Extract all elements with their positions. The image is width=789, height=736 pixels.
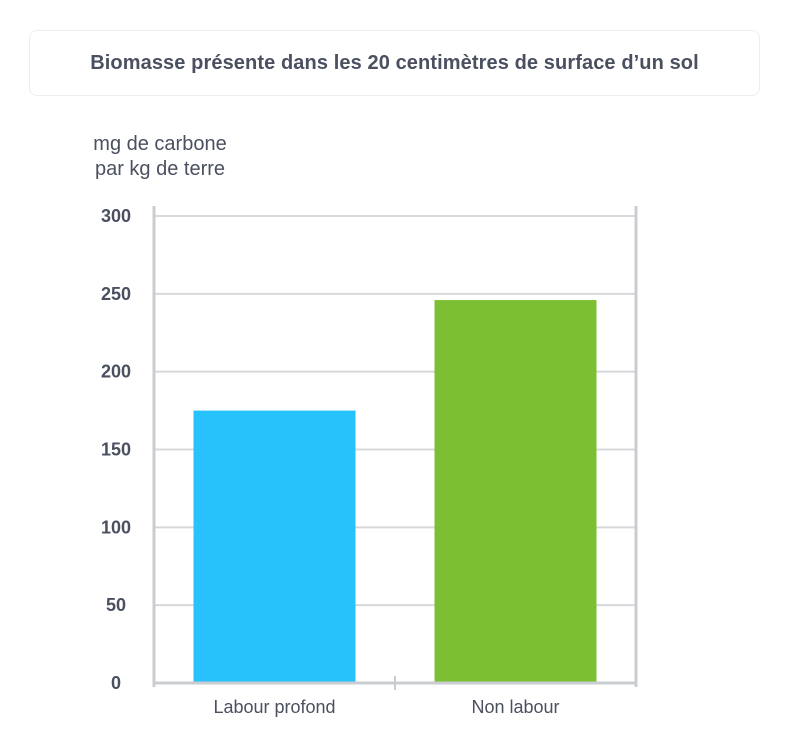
- y-tick-label-50: 50: [106, 595, 126, 615]
- axis-labels: 0 50 100 150 200 250 300 Labour profond Non labo…: [101, 206, 560, 717]
- axes: [152, 206, 638, 690]
- x-tick-label-1: Non labour: [471, 697, 559, 717]
- bar-labour-profond: [193, 410, 356, 683]
- y-tick-label-150: 150: [101, 440, 131, 460]
- bars: [193, 300, 597, 683]
- y-tick-label-300: 300: [101, 206, 131, 226]
- y-axis-label-line-1: mg de carbone: [93, 133, 227, 155]
- chart-title-box: Biomasse présente dans les 20 centimètre…: [29, 30, 760, 96]
- y-tick-label-100: 100: [101, 517, 131, 537]
- y-tick-label-200: 200: [101, 362, 131, 382]
- x-tick-label-0: Labour profond: [213, 697, 335, 717]
- bar-non-labour: [434, 300, 597, 683]
- y-tick-label-250: 250: [101, 284, 131, 304]
- chart-title: Biomasse présente dans les 20 centimètre…: [90, 51, 699, 74]
- y-axis-label-line-2: par kg de terre: [94, 158, 226, 180]
- y-tick-label-0: 0: [111, 673, 121, 693]
- y-axis-label: mg de carbone par kg de terre: [60, 132, 260, 182]
